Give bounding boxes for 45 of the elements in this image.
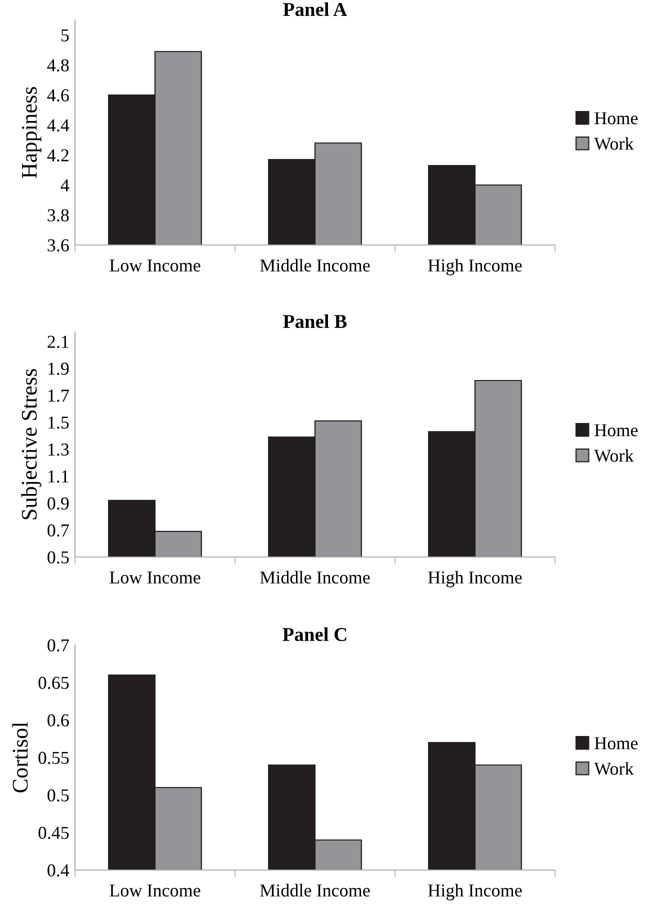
y-axis-title: Happiness <box>22 87 42 178</box>
y-tick-label: 4.6 <box>47 89 69 102</box>
y-tick-label: 4.4 <box>47 119 70 132</box>
y-tick-label: 3.6 <box>48 239 69 252</box>
legend-label: Work <box>594 762 634 775</box>
y-axis-title: Subjective Stress <box>21 369 42 520</box>
x-tick-label: Middle Income <box>260 258 370 272</box>
y-tick-label: 1.1 <box>48 470 68 483</box>
y-tick-label: 1.9 <box>48 362 69 375</box>
x-tick-label: Middle Income <box>260 570 370 584</box>
x-tick-label: Low Income <box>110 572 200 584</box>
y-tick-label: 5 <box>61 29 69 42</box>
chart-title: Panel B <box>283 314 347 328</box>
legend-label: Home <box>594 112 638 124</box>
y-tick-label: 0.4 <box>48 864 70 877</box>
y-tick-label: 1.7 <box>48 390 69 402</box>
y-tick-label: 0.9 <box>48 497 69 510</box>
legend-label: Work <box>594 449 634 462</box>
legend-label: Home <box>594 424 638 436</box>
y-tick-label: 0.7 <box>48 524 69 537</box>
y-tick-label: 0.5 <box>48 551 69 564</box>
y-tick-label: 3.8 <box>48 209 69 222</box>
y-tick-label: 0.5 <box>48 789 69 802</box>
y-tick-label: 0.6 <box>48 714 69 727</box>
y-tick-label: 1.3 <box>48 444 69 456</box>
legend-label: Work <box>594 137 634 150</box>
x-tick-label: Low Income <box>110 884 200 897</box>
x-tick-label: High Income <box>428 258 522 276</box>
y-tick-label: 4.2 <box>47 149 68 162</box>
y-tick-label: 2.1 <box>48 336 68 348</box>
chart-title: Panel A <box>283 2 347 16</box>
y-tick-label: 0.55 <box>38 752 69 764</box>
x-tick-label: High Income <box>428 570 522 588</box>
y-tick-label: 0.65 <box>38 676 69 690</box>
y-tick-label: 0.7 <box>48 639 69 652</box>
y-axis-title: Cortisol <box>12 722 28 792</box>
x-tick-label: High Income <box>428 884 522 900</box>
y-tick-label: 1.5 <box>48 416 69 429</box>
chart-title: Panel C <box>282 627 346 642</box>
y-tick-label: 0.45 <box>38 826 69 840</box>
x-tick-label: Low Income <box>110 260 200 272</box>
y-tick-label: 4 <box>60 179 70 192</box>
y-tick-label: 4.8 <box>47 59 69 72</box>
x-tick-label: Middle Income <box>260 884 370 897</box>
legend-label: Home <box>594 737 638 750</box>
